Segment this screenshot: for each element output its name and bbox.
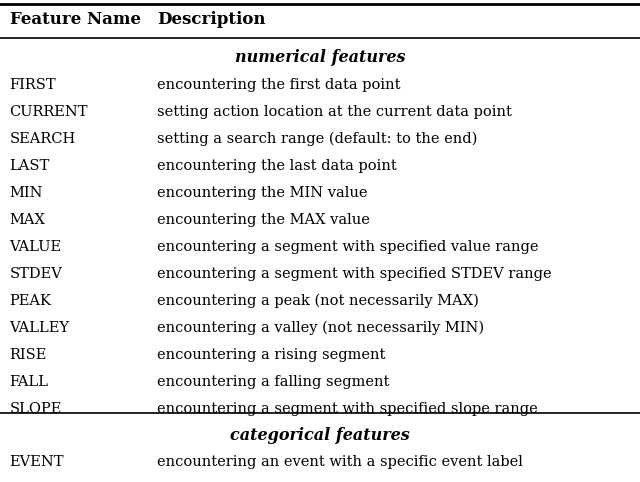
Text: MAX: MAX <box>10 213 45 227</box>
Text: setting a search range (default: to the end): setting a search range (default: to the … <box>157 132 477 146</box>
Text: encountering the last data point: encountering the last data point <box>157 159 397 173</box>
Text: FALL: FALL <box>10 375 49 389</box>
Text: STDEV: STDEV <box>10 267 63 281</box>
Text: SLOPE: SLOPE <box>10 402 62 416</box>
Text: Feature Name: Feature Name <box>10 12 141 28</box>
Text: LAST: LAST <box>10 159 50 173</box>
Text: VALUE: VALUE <box>10 240 61 254</box>
Text: FIRST: FIRST <box>10 78 56 92</box>
Text: encountering a segment with specified value range: encountering a segment with specified va… <box>157 240 538 254</box>
Text: Description: Description <box>157 12 266 28</box>
Text: encountering a segment with specified STDEV range: encountering a segment with specified ST… <box>157 267 552 281</box>
Text: VALLEY: VALLEY <box>10 321 70 335</box>
Text: CURRENT: CURRENT <box>10 105 88 119</box>
Text: encountering the MAX value: encountering the MAX value <box>157 213 370 227</box>
Text: encountering the first data point: encountering the first data point <box>157 78 400 92</box>
Text: encountering a rising segment: encountering a rising segment <box>157 348 385 362</box>
Text: PEAK: PEAK <box>10 294 52 308</box>
Text: SEARCH: SEARCH <box>10 132 76 146</box>
Text: encountering an event with a specific event label: encountering an event with a specific ev… <box>157 455 523 469</box>
Text: categorical features: categorical features <box>230 427 410 443</box>
Text: MIN: MIN <box>10 186 43 200</box>
Text: EVENT: EVENT <box>10 455 64 469</box>
Text: encountering a segment with specified slope range: encountering a segment with specified sl… <box>157 402 538 416</box>
Text: encountering a falling segment: encountering a falling segment <box>157 375 389 389</box>
Text: setting action location at the current data point: setting action location at the current d… <box>157 105 511 119</box>
Text: encountering a valley (not necessarily MIN): encountering a valley (not necessarily M… <box>157 321 484 335</box>
Text: encountering a peak (not necessarily MAX): encountering a peak (not necessarily MAX… <box>157 294 479 308</box>
Text: encountering the MIN value: encountering the MIN value <box>157 186 367 200</box>
Text: numerical features: numerical features <box>235 50 405 67</box>
Text: RISE: RISE <box>10 348 47 362</box>
